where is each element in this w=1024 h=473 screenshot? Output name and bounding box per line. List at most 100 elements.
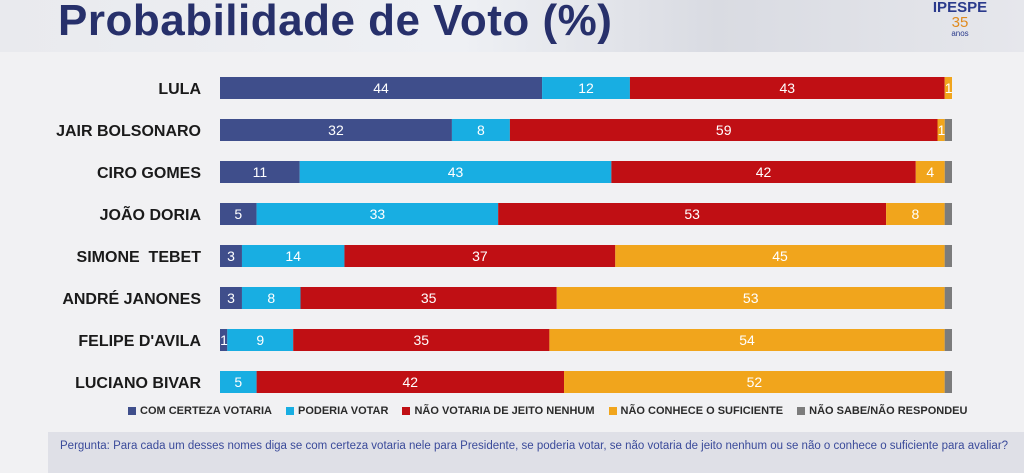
legend-label: NÃO VOTARIA DE JEITO NENHUM	[414, 405, 595, 417]
chart-legend: COM CERTEZA VOTARIA PODERIA VOTAR NÃO VO…	[128, 404, 967, 418]
bar-segment-nao-conhece	[915, 161, 945, 183]
data-label: 14	[285, 248, 301, 264]
logo-brand: IPESPE	[932, 0, 988, 16]
bar-segment-nao-conhece	[615, 245, 945, 267]
bar-segment-nao-votaria	[509, 119, 938, 141]
legend-label: COM CERTEZA VOTARIA	[140, 405, 272, 417]
data-label: 53	[743, 290, 759, 306]
data-label: 35	[414, 332, 430, 348]
data-label: 54	[739, 332, 755, 348]
category-label: LULA	[158, 81, 201, 98]
data-label: 1	[220, 332, 228, 348]
bar-segment-nao-votaria	[293, 329, 550, 351]
legend-label: NÃO SABE/NÃO RESPONDEU	[809, 405, 968, 417]
legend-item-poderia: PODERIA VOTAR	[286, 405, 388, 417]
data-label: 1	[945, 80, 953, 96]
bar-segment-nao-sabe	[944, 203, 952, 225]
bar-segment-nao-votaria	[629, 77, 945, 99]
legend-label: PODERIA VOTAR	[298, 405, 389, 417]
logo-anos: anos	[951, 29, 969, 38]
data-label: 4	[926, 164, 934, 180]
legend-swatch-com-certeza	[128, 407, 136, 415]
bar-segment-nao-conhece	[549, 329, 945, 351]
legend-item-nao-votaria: NÃO VOTARIA DE JEITO NENHUM	[402, 405, 595, 417]
bar-segment-nao-conhece	[564, 371, 945, 393]
bar-segment-poderia	[256, 203, 499, 225]
category-label: SIMONE TEBET	[77, 249, 202, 266]
data-label: 3	[227, 290, 235, 306]
bar-segment-nao-votaria	[344, 245, 616, 267]
bar-segment-com-certeza	[220, 203, 257, 225]
bar-segment-poderia	[542, 77, 630, 99]
data-label: 8	[912, 206, 920, 222]
category-label: FELIPE D'AVILA	[78, 333, 201, 350]
data-label: 33	[370, 206, 386, 222]
legend-label: NÃO CONHECE O SUFICIENTE	[620, 405, 784, 417]
category-label: CIRO GOMES	[97, 165, 201, 182]
bar-segment-nao-conhece	[944, 77, 952, 99]
legend-swatch-nao-conhece	[608, 407, 617, 415]
page-title: Probabilidade de Voto (%)	[58, 0, 613, 45]
data-label: 53	[684, 206, 700, 222]
bar-segment-poderia	[241, 287, 301, 309]
legend-swatch-nao-votaria	[402, 407, 411, 415]
data-label: 43	[780, 80, 796, 96]
bar-segment-nao-conhece	[556, 287, 945, 309]
bar-segment-nao-conhece	[886, 203, 945, 225]
data-label: 35	[421, 290, 437, 306]
bar-segment-poderia	[227, 329, 294, 351]
data-label: 42	[756, 164, 772, 180]
bar-segment-nao-sabe	[944, 329, 952, 351]
data-label: 45	[772, 248, 788, 264]
data-label: 37	[472, 248, 488, 264]
bar-segment-nao-sabe	[944, 287, 952, 309]
category-label: ANDRÉ JANONES	[62, 289, 201, 308]
bar-segment-nao-sabe	[944, 371, 952, 393]
data-label: 8	[477, 122, 485, 138]
data-label: 5	[234, 206, 242, 222]
bar-segment-nao-votaria	[300, 287, 557, 309]
bar-segment-nao-sabe	[944, 161, 952, 183]
category-label: JAIR BOLSONARO	[56, 123, 201, 140]
legend-item-com-certeza: COM CERTEZA VOTARIA	[128, 405, 272, 417]
data-label: 1	[938, 122, 946, 138]
data-label: 32	[328, 122, 344, 138]
logo-years: 35	[951, 14, 969, 31]
data-label: 43	[448, 164, 464, 180]
bar-segment-nao-conhece	[937, 119, 945, 141]
bar-segment-com-certeza	[220, 77, 543, 99]
bar-segment-com-certeza	[220, 329, 228, 351]
question-footnote: Pergunta: Para cada um desses nomes diga…	[48, 432, 1024, 473]
bar-segment-poderia	[451, 119, 510, 141]
data-label: 52	[747, 374, 763, 390]
data-label: 9	[256, 332, 264, 348]
data-label: 59	[716, 122, 732, 138]
ipespe-logo: IPESPE 35 anos	[930, 0, 990, 46]
bar-segment-com-certeza	[220, 119, 452, 141]
data-label: 44	[373, 80, 389, 96]
bar-segment-nao-sabe	[944, 119, 952, 141]
data-label: 3	[227, 248, 235, 264]
data-label: 8	[267, 290, 275, 306]
data-label: 12	[578, 80, 594, 96]
legend-item-nao-sabe: NÃO SABE/NÃO RESPONDEU	[797, 405, 967, 417]
bar-segment-com-certeza	[220, 245, 242, 267]
bar-segment-nao-votaria	[611, 161, 916, 183]
bar-segment-nao-votaria	[498, 203, 887, 225]
bar-segment-com-certeza	[220, 287, 242, 309]
bar-segment-poderia	[241, 245, 345, 267]
legend-swatch-nao-sabe	[797, 407, 806, 415]
bar-segment-nao-votaria	[256, 371, 565, 393]
bar-segment-nao-sabe	[944, 245, 952, 267]
bar-segment-poderia	[220, 371, 257, 393]
header-band	[0, 0, 1024, 52]
bar-segment-com-certeza	[220, 161, 300, 183]
data-label: 5	[234, 374, 242, 390]
legend-item-nao-conhece: NÃO CONHECE O SUFICIENTE	[608, 405, 784, 417]
data-label: 42	[403, 374, 419, 390]
data-label: 11	[253, 164, 268, 180]
legend-swatch-poderia	[286, 407, 294, 415]
category-label: JOÃO DORIA	[100, 204, 202, 224]
category-label: LUCIANO BIVAR	[75, 375, 201, 392]
